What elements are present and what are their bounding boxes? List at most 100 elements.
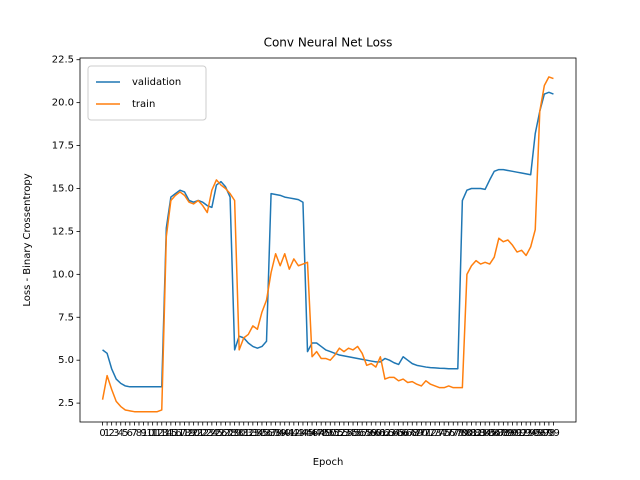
x-tick-label: 85 (483, 428, 496, 439)
line (101, 76, 554, 413)
x-tick-label: 46 (306, 428, 319, 439)
x-tick-label: 29 (228, 428, 241, 439)
y-tick-label: 12.5 (52, 226, 74, 237)
x-tick-label: 58 (360, 428, 373, 439)
x-tick-label: 26 (215, 428, 228, 439)
x-tick-label: 74 (433, 428, 446, 439)
x-tick-label: 43 (292, 428, 305, 439)
x-tick-label: 20 (187, 428, 200, 439)
x-tick-label: 97 (538, 428, 551, 439)
x-tick-label: 15 (164, 428, 177, 439)
x-tick-label: 95 (529, 428, 542, 439)
x-tick-label: 27 (219, 428, 232, 439)
x-tick-label: 48 (315, 428, 328, 439)
x-tick-label: 84 (479, 428, 492, 439)
x-tick-label: 55 (347, 428, 360, 439)
x-tick-label: 86 (488, 428, 501, 439)
x-tick-label: 92 (515, 428, 528, 439)
x-tick-label: 44 (297, 428, 310, 439)
x-tick-label: 12 (151, 428, 164, 439)
x-tick-label: 8 (136, 428, 142, 439)
x-tick-label: 82 (470, 428, 483, 439)
line (102, 91, 554, 388)
y-tick-label: 17.5 (52, 141, 74, 152)
x-tick-label: 53 (338, 428, 351, 439)
x-tick-label: 32 (242, 428, 255, 439)
x-axis-label: Epoch (313, 457, 344, 468)
x-tick-label: 61 (374, 428, 387, 439)
x-tick-label: 73 (429, 428, 442, 439)
x-tick-label: 57 (356, 428, 369, 439)
x-tick-label: 39 (274, 428, 287, 439)
x-tick-label: 87 (492, 428, 505, 439)
x-tick-label: 11 (146, 428, 159, 439)
x-tick-label: 2 (108, 428, 114, 439)
x-tick-label: 25 (210, 428, 223, 439)
y-tick-label: 10.0 (52, 269, 74, 280)
plot-frame (79, 57, 577, 423)
x-tick-label: 30 (233, 428, 246, 439)
x-tick-label: 40 (278, 428, 291, 439)
legend-label: validation (132, 77, 181, 88)
x-tick-label: 17 (174, 428, 187, 439)
x-tick-label: 98 (543, 428, 556, 439)
legend-box (87, 65, 207, 121)
x-tick-label: 23 (201, 428, 214, 439)
x-tick-label: 45 (301, 428, 314, 439)
x-tick-label: 51 (328, 428, 341, 439)
x-tick-label: 1 (104, 428, 110, 439)
x-tick-label: 19 (183, 428, 196, 439)
x-tick-label: 41 (283, 428, 296, 439)
x-tick-label: 59 (365, 428, 378, 439)
x-tick-label: 88 (497, 428, 510, 439)
x-tick-label: 77 (447, 428, 460, 439)
y-tick-label: 20.0 (52, 98, 74, 109)
x-tick-label: 56 (351, 428, 364, 439)
x-tick-label: 72 (424, 428, 437, 439)
x-tick-label: 66 (397, 428, 410, 439)
x-tick-label: 24 (205, 428, 218, 439)
x-tick-label: 18 (178, 428, 191, 439)
x-tick-label: 35 (256, 428, 269, 439)
x-tick-label: 93 (520, 428, 533, 439)
x-tick-label: 71 (420, 428, 433, 439)
x-tick-label: 62 (379, 428, 392, 439)
x-tick-label: 13 (155, 428, 168, 439)
x-tick-label: 37 (265, 428, 278, 439)
x-tick-label: 21 (192, 428, 205, 439)
x-tick-label: 38 (269, 428, 282, 439)
x-tick-label: 63 (383, 428, 396, 439)
x-tick-label: 47 (310, 428, 323, 439)
x-tick-label: 64 (388, 428, 401, 439)
x-tick-label: 3 (113, 428, 119, 439)
x-tick-label: 99 (547, 428, 560, 439)
x-tick-label: 42 (287, 428, 300, 439)
x-tick-label: 76 (442, 428, 455, 439)
x-tick-label: 10 (142, 428, 155, 439)
x-tick-label: 90 (506, 428, 519, 439)
x-tick-label: 7 (131, 428, 137, 439)
x-tick-label: 54 (342, 428, 355, 439)
x-tick-label: 34 (251, 428, 264, 439)
x-tick-label: 96 (533, 428, 546, 439)
legend-label: train (132, 99, 155, 110)
x-tick-label: 80 (461, 428, 474, 439)
y-tick-label: 5.0 (58, 355, 74, 366)
x-tick-label: 78 (451, 428, 464, 439)
x-tick-label: 50 (324, 428, 337, 439)
x-tick-label: 31 (237, 428, 250, 439)
x-tick-label: 33 (246, 428, 259, 439)
x-tick-label: 83 (474, 428, 487, 439)
x-tick-label: 67 (401, 428, 414, 439)
x-tick-label: 16 (169, 428, 182, 439)
y-tick-label: 7.5 (58, 312, 74, 323)
x-tick-label: 52 (333, 428, 346, 439)
x-tick-label: 9 (140, 428, 146, 439)
x-tick-label: 60 (369, 428, 382, 439)
x-tick-label: 5 (122, 428, 128, 439)
x-tick-label: 14 (160, 428, 173, 439)
x-tick-label: 65 (392, 428, 405, 439)
x-tick-label: 22 (196, 428, 209, 439)
x-tick-label: 68 (406, 428, 419, 439)
